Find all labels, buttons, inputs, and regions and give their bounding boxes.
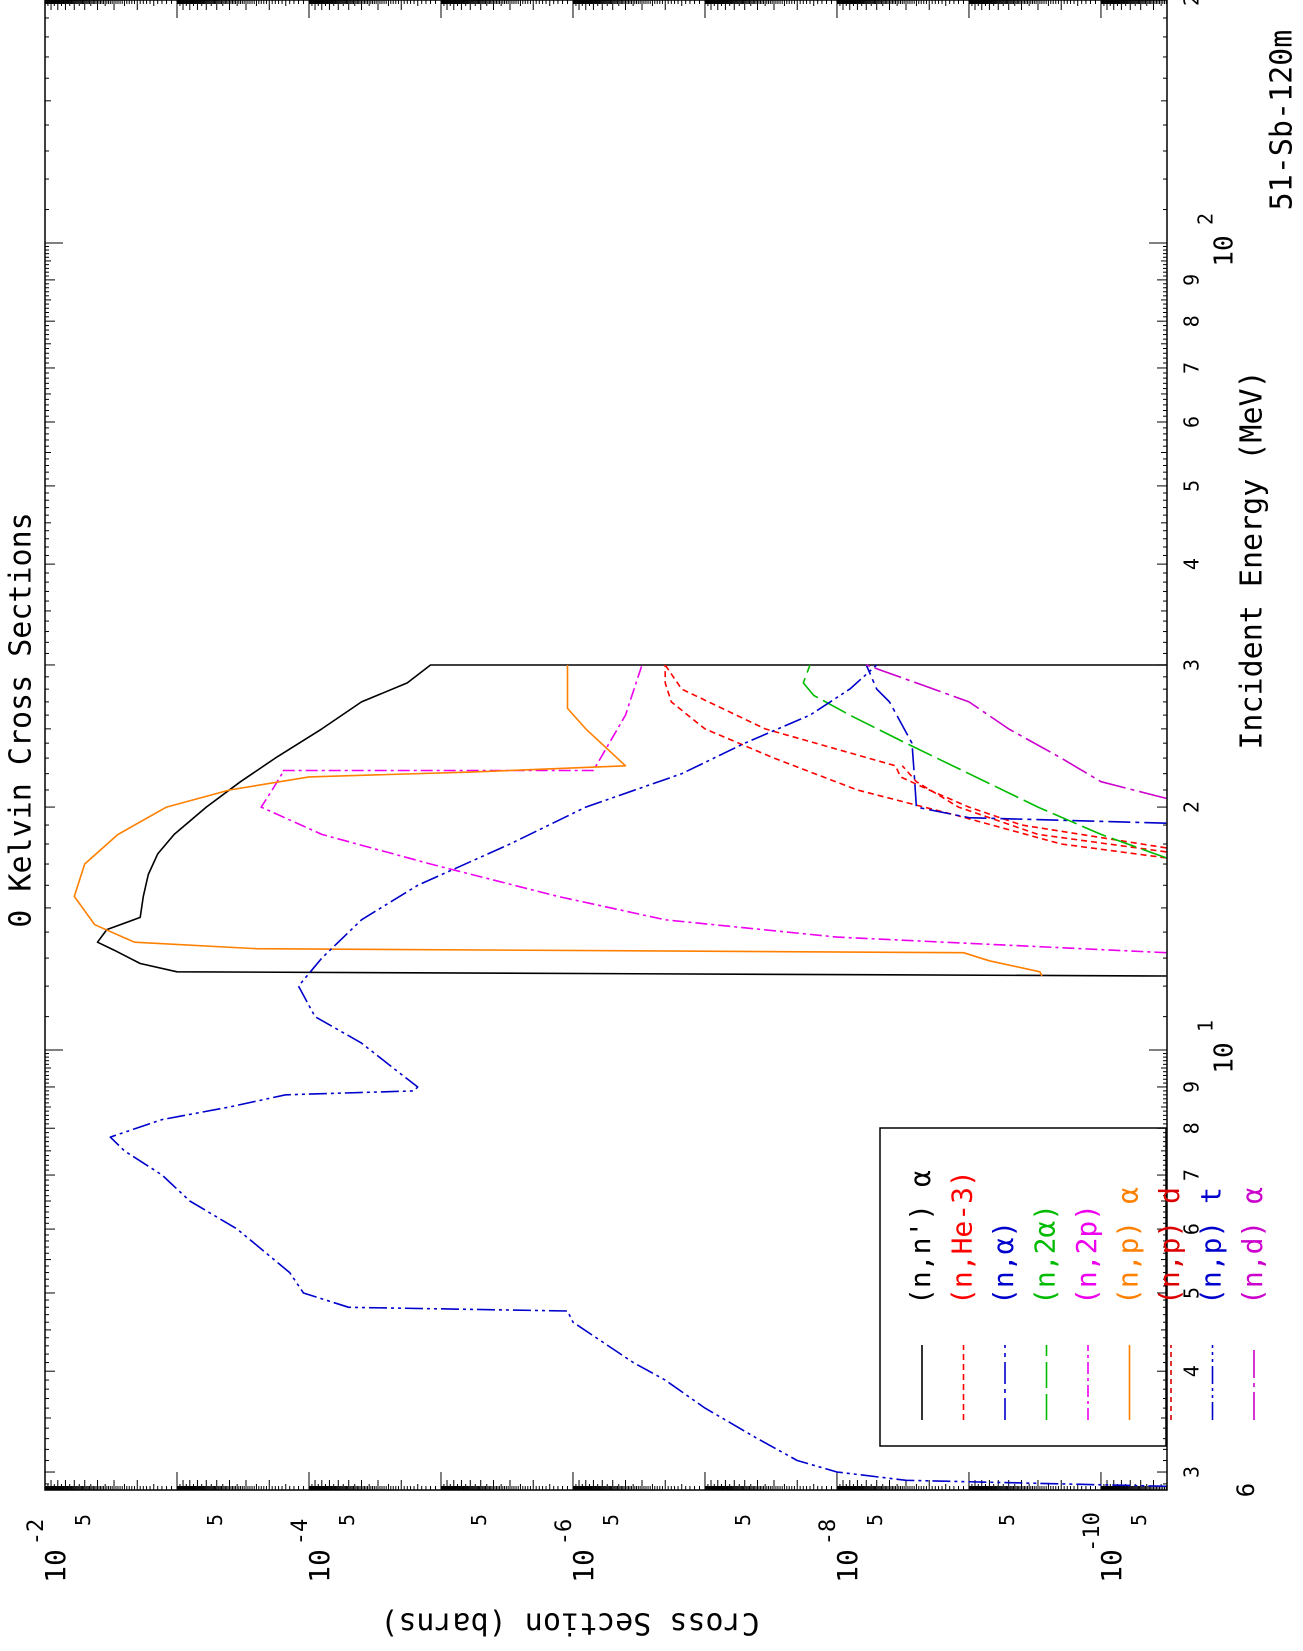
y-axis-title: Cross Section (barns) (380, 1606, 759, 1641)
x-tick-label: 8 (1180, 1122, 1204, 1134)
legend-label: (n,p) t (1195, 1187, 1228, 1305)
y-tick-label: 5 (71, 1514, 95, 1526)
y-tick-label: 5 (335, 1514, 359, 1526)
x-tick-label: 9 (1180, 1081, 1204, 1093)
series-line-6 (260, 664, 1167, 954)
x-tick-label: 5 (1180, 1287, 1204, 1299)
x-tick-label: 8 (1180, 315, 1204, 327)
legend-label: (n,d) α (1236, 1187, 1269, 1305)
y-tick-label: 5 (467, 1514, 491, 1526)
legend-label: (n,n') α (904, 1170, 937, 1305)
legend-box (879, 1127, 1167, 1447)
y-tick-label: 5 (731, 1514, 755, 1526)
material-label: 51-Sb-120m (1265, 30, 1300, 211)
x-tick-label: 7 (1180, 362, 1204, 374)
x-tick-label: 4 (1180, 558, 1204, 570)
y-decade-label: 10 (831, 1549, 864, 1583)
y-decade-exponent: -4 (288, 1519, 313, 1546)
x-axis-title: Incident Energy (MeV) (1235, 370, 1270, 749)
y-tick-label: 5 (863, 1514, 887, 1526)
series-line-1 (664, 665, 1167, 859)
legend-label: (n,p) d (1153, 1187, 1186, 1305)
chart-title: 0 Kelvin Cross Sections (4, 512, 39, 927)
x-tick-label: 3 (1180, 659, 1204, 671)
plot-frame (44, 0, 1168, 1491)
axis-labels: 3 4 5 6 7 8 9 2 3 4 5 6 7 8 9 2 6 10 1 10 2 5 5 5 5 5 5 5 5 5 10 -2 10 -4… (4, 0, 1300, 1641)
x-tick-label: 9 (1180, 274, 1204, 286)
y-tick-label: 5 (995, 1514, 1019, 1526)
series-line-2 (901, 765, 1167, 853)
x-decade-exponent: 1 (1194, 1020, 1218, 1032)
y-decade-exponent: -10 (1080, 1512, 1105, 1552)
y-decade-exponent: -2 (24, 1519, 49, 1546)
y-decade-exponent: -8 (816, 1519, 841, 1546)
plot-frame-rect (44, 0, 1168, 1491)
x-tick-label: 2 (1180, 801, 1204, 813)
y-tick-label: 5 (203, 1514, 227, 1526)
x-tick-label: 4 (1180, 1365, 1204, 1377)
x-tick-label: 6 (1180, 1223, 1204, 1235)
x-tick-label: 6 (1180, 416, 1204, 428)
x-decade-label: 10 (1210, 235, 1240, 266)
legend-label: (n,p) α (1112, 1187, 1145, 1305)
x-decade-exponent: 2 (1194, 213, 1218, 225)
y-tick-label: 5 (1127, 1514, 1151, 1526)
x-tick-label: 2 (1180, 0, 1204, 6)
y-decade-label: 10 (567, 1549, 600, 1583)
legend: (n,n') α (n,He-3) (n,α) (n,2α) (n,2p) (n,p) α… (879, 1127, 1269, 1447)
legend-label: (n,2α) (1029, 1204, 1062, 1305)
series-line-10 (866, 664, 1167, 800)
legend-label: (n,He-3) (946, 1170, 979, 1305)
series-line-5 (802, 664, 1167, 859)
y-decade-label: 10 (303, 1549, 336, 1583)
series-line-0 (96, 664, 1167, 977)
series-lines (73, 664, 1167, 1488)
y-decade-exponent: -6 (552, 1519, 577, 1546)
x-tick-label: 3 (1180, 1466, 1204, 1478)
y-tick-label: 5 (599, 1514, 623, 1526)
legend-label: (n,α) (987, 1221, 1020, 1305)
x-tick-label: 5 (1180, 480, 1204, 492)
legend-label: (n,2p) (1070, 1204, 1103, 1305)
series-line-7 (73, 665, 1043, 977)
x-tick-label: 6 (1232, 1483, 1260, 1497)
x-tick-label: 7 (1180, 1169, 1204, 1181)
y-decade-label: 10 (39, 1549, 72, 1583)
x-decade-label: 10 (1210, 1042, 1240, 1073)
series-line-9 (109, 664, 1167, 1488)
series-line-4 (865, 664, 1167, 824)
y-decade-label: 10 (1095, 1549, 1128, 1583)
